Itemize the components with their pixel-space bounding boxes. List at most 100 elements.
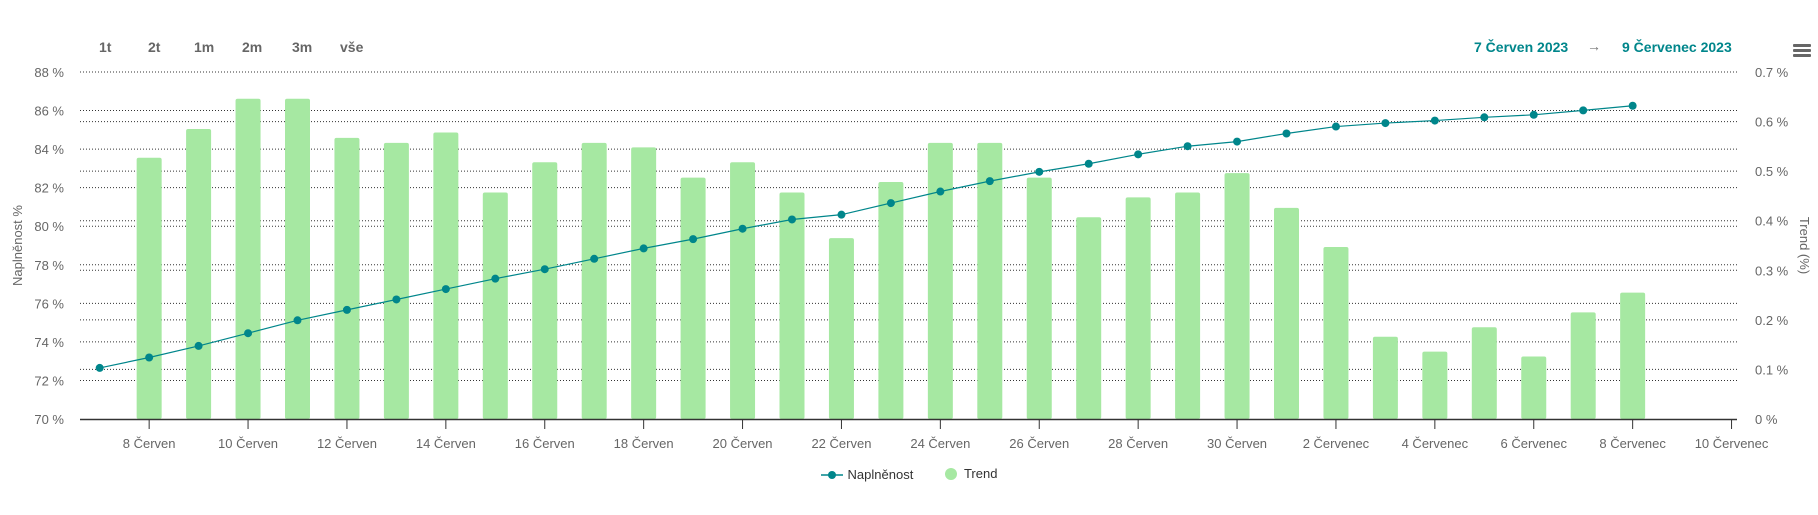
naplnenost-point: [1183, 142, 1192, 151]
naplnenost-point: [985, 177, 994, 186]
naplnenost-point: [1430, 116, 1439, 125]
naplnenost-point: [738, 224, 747, 233]
trend-bar: [730, 162, 756, 419]
range-button-vše[interactable]: vše: [340, 39, 364, 55]
naplnenost-point: [1381, 119, 1390, 128]
x-tick-label: 10 Červenec: [1695, 436, 1769, 451]
trend-bar: [383, 142, 409, 419]
naplnenost-point: [689, 235, 698, 244]
naplnenost-point: [194, 341, 203, 350]
naplnenost-point: [441, 285, 450, 294]
trend-bar: [1175, 192, 1201, 419]
trend-bar: [334, 137, 360, 419]
trend-bar: [977, 142, 1003, 419]
range-button-3m[interactable]: 3m: [292, 39, 313, 55]
naplnenost-point: [491, 274, 500, 283]
naplnenost-point: [639, 244, 648, 253]
range-button-1m[interactable]: 1m: [194, 39, 215, 55]
trend-bar: [285, 98, 310, 420]
naplnenost-point: [1233, 137, 1242, 146]
right-tick-label: 0.1 %: [1755, 362, 1789, 377]
legend-item-trend[interactable]: Trend: [944, 466, 997, 481]
left-tick-label: 74 %: [34, 335, 64, 350]
naplnenost-point: [342, 305, 351, 314]
range-button-2m[interactable]: 2m: [242, 39, 263, 55]
trend-bar: [1570, 312, 1596, 419]
naplnenost-point: [392, 295, 401, 304]
left-tick-label: 70 %: [34, 412, 64, 427]
right-tick-label: 0.5 %: [1755, 164, 1789, 179]
trend-bar: [1521, 356, 1547, 419]
right-tick-label: 0 %: [1755, 412, 1778, 427]
range-button-1t[interactable]: 1t: [99, 39, 112, 55]
x-tick-label: 12 Červen: [317, 436, 377, 451]
x-tick-label: 30 Červen: [1207, 436, 1267, 451]
right-tick-label: 0.2 %: [1755, 313, 1789, 328]
left-tick-label: 78 %: [34, 258, 64, 273]
right-tick-label: 0.7 %: [1755, 65, 1789, 80]
legend: Naplněnost Trend: [0, 466, 1818, 483]
bar-marker-icon: [944, 467, 957, 480]
date-to[interactable]: 9 Červenec 2023: [1622, 39, 1732, 55]
naplnenost-point: [293, 316, 302, 325]
naplnenost-point: [1282, 129, 1291, 138]
trend-bar: [1620, 292, 1646, 419]
trend-bar: [1076, 217, 1102, 419]
x-tick-label: 8 Červen: [123, 436, 176, 451]
trend-bar: [878, 182, 904, 419]
naplnenost-point: [1529, 110, 1538, 119]
x-tick-label: 26 Červen: [1009, 436, 1069, 451]
naplnenost-point: [590, 254, 599, 263]
right-tick-label: 0.3 %: [1755, 263, 1789, 278]
naplnenost-point: [837, 210, 846, 219]
left-tick-label: 72 %: [34, 373, 64, 388]
naplnenost-point: [1035, 167, 1044, 176]
trend-bar: [1422, 351, 1448, 419]
trend-bar: [581, 142, 607, 419]
trend-bar: [235, 98, 261, 420]
legend-label: Naplněnost: [847, 467, 914, 482]
trend-bar: [1274, 207, 1299, 419]
hamburger-menu-icon[interactable]: [1793, 44, 1811, 59]
naplnenost-point: [95, 363, 104, 372]
left-tick-label: 84 %: [34, 142, 64, 157]
trend-bar: [1026, 177, 1052, 419]
naplnenost-point: [1628, 101, 1637, 110]
naplnenost-line: [99, 105, 1633, 369]
trend-bar: [779, 192, 805, 419]
trend-bar: [1471, 327, 1497, 419]
trend-bar: [1224, 173, 1250, 419]
x-tick-label: 28 Červen: [1108, 436, 1168, 451]
arrow-icon: →: [1587, 38, 1601, 54]
naplnenost-point: [886, 199, 895, 208]
naplnenost-point: [1480, 113, 1489, 122]
x-tick-label: 4 Červenec: [1402, 436, 1469, 451]
right-tick-label: 0.4 %: [1755, 214, 1789, 229]
date-from[interactable]: 7 Červen 2023: [1474, 39, 1569, 55]
range-button-2t[interactable]: 2t: [148, 39, 161, 55]
trend-bar: [828, 238, 854, 419]
x-tick-label: 20 Červen: [713, 436, 773, 451]
x-tick-label: 2 Červenec: [1303, 436, 1370, 451]
x-tick-label: 14 Červen: [416, 436, 476, 451]
x-tick-label: 22 Červen: [811, 436, 871, 451]
x-tick-label: 16 Červen: [515, 436, 575, 451]
trend-bar: [680, 177, 706, 419]
left-axis-title: Naplněnost %: [10, 205, 25, 286]
trend-bar: [186, 129, 212, 419]
x-tick-label: 10 Červen: [218, 436, 278, 451]
trend-bar: [927, 142, 953, 419]
trend-bar: [532, 162, 558, 419]
trend-bar: [136, 157, 162, 419]
x-tick-label: 6 Červenec: [1501, 436, 1568, 451]
naplnenost-point: [936, 187, 945, 196]
x-tick-label: 8 Červenec: [1599, 436, 1666, 451]
naplnenost-point: [1331, 122, 1340, 131]
trend-bar: [433, 132, 459, 419]
right-tick-label: 0.6 %: [1755, 115, 1789, 130]
naplnenost-point: [1084, 159, 1093, 168]
left-tick-label: 82 %: [34, 181, 64, 196]
legend-item-naplnenost[interactable]: Naplněnost: [820, 467, 914, 482]
naplnenost-point: [788, 215, 796, 224]
